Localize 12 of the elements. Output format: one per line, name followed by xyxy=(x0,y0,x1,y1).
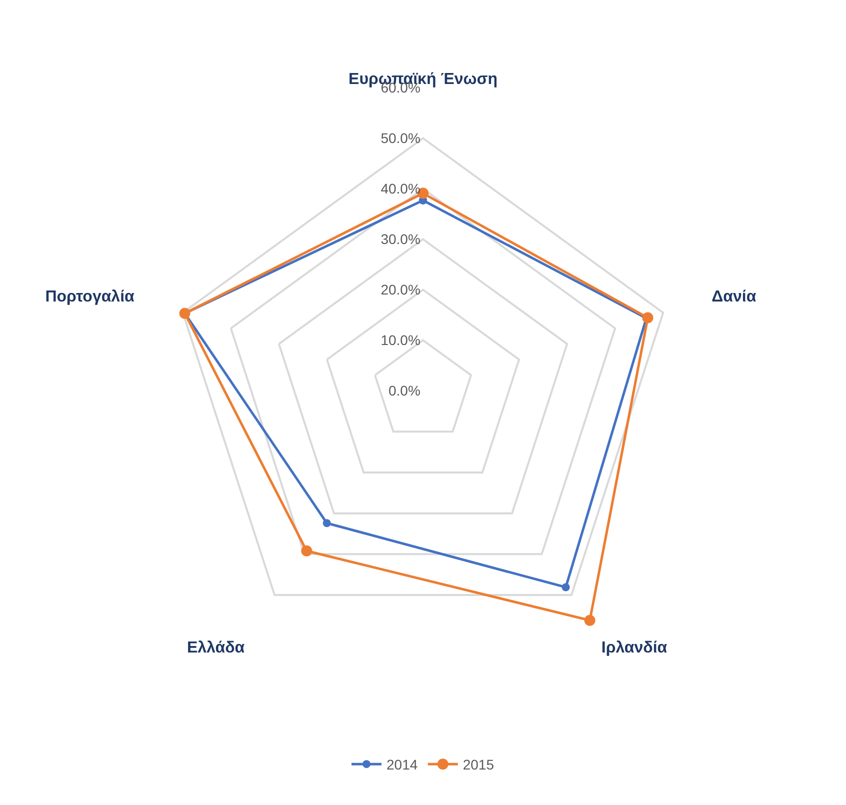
y-tick-label: 20.0% xyxy=(380,281,420,298)
spoke-label: Πορτογαλία xyxy=(45,288,135,306)
y-tick-label: 10.0% xyxy=(380,332,420,348)
spoke-label: Δανία xyxy=(712,288,756,306)
y-tick-label: 50.0% xyxy=(380,130,420,146)
spoke-label: Ιρλανδία xyxy=(601,640,668,657)
spoke-label: Ελλάδα xyxy=(186,640,245,657)
legend-label: 2014 xyxy=(386,756,418,773)
y-tick-label: 30.0% xyxy=(380,230,420,247)
y-tick-label: 0.0% xyxy=(388,382,420,398)
y-tick-label: 40.0% xyxy=(380,180,420,196)
legend-label: 2015 xyxy=(462,756,494,773)
